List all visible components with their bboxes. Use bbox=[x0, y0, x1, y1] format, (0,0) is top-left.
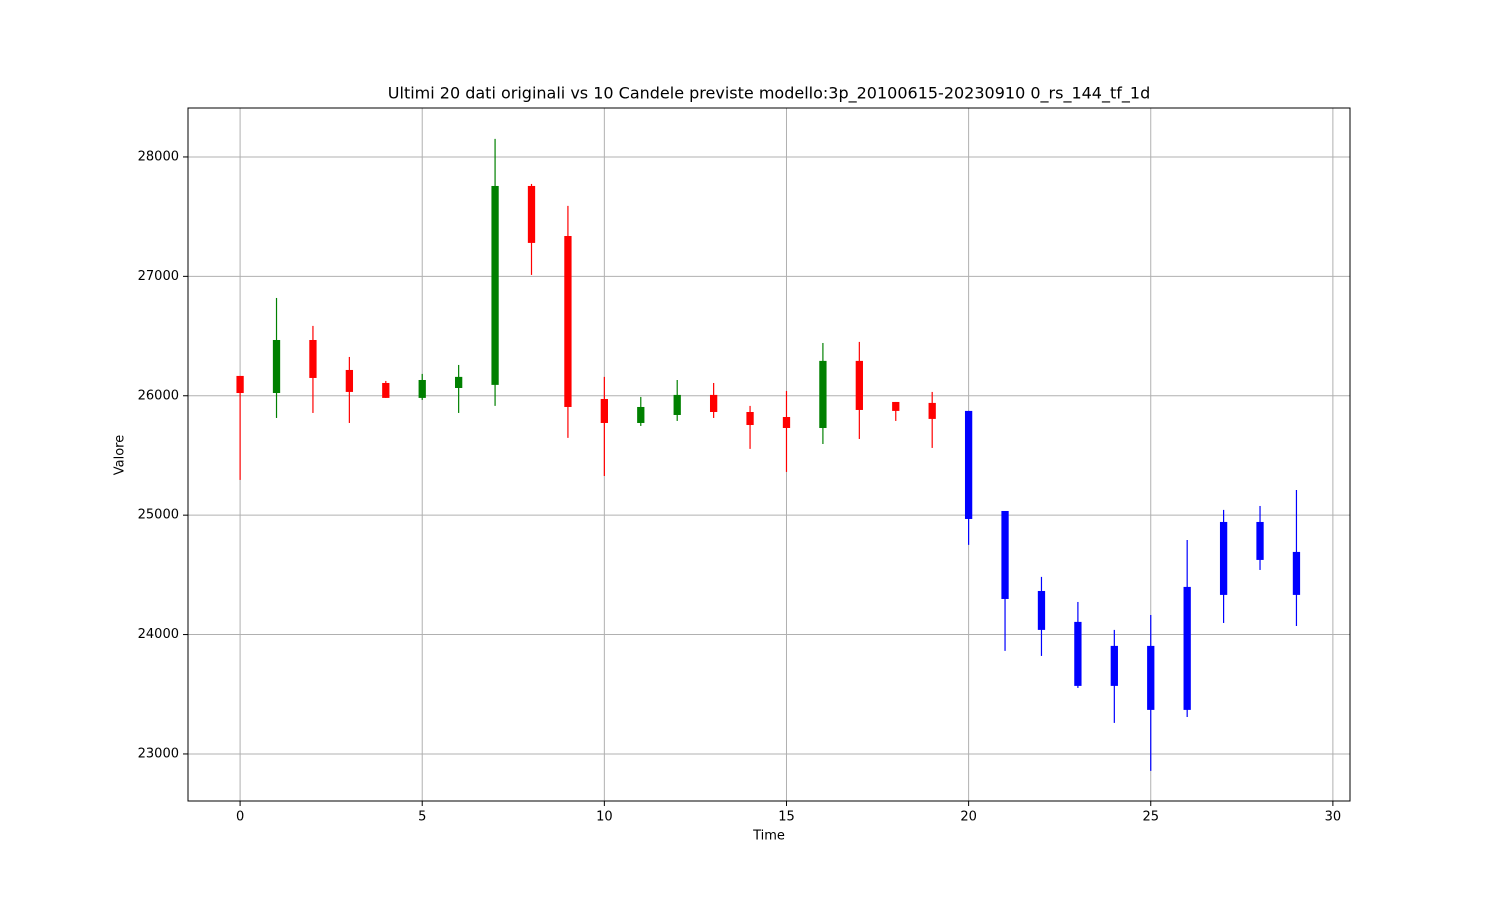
candle-body bbox=[819, 360, 827, 428]
candle-body bbox=[1037, 590, 1046, 630]
candle-body bbox=[855, 360, 863, 410]
candle-body bbox=[309, 339, 317, 378]
y-tick-label: 23000 bbox=[138, 746, 179, 761]
x-tick-label: 30 bbox=[1325, 810, 1342, 825]
candle-body bbox=[491, 185, 499, 385]
candle-body bbox=[1292, 551, 1301, 595]
x-tick-label: 20 bbox=[960, 810, 977, 825]
candle-body bbox=[1074, 621, 1082, 686]
candle-body bbox=[637, 406, 645, 423]
candle-body bbox=[782, 417, 791, 428]
candle-body bbox=[964, 410, 973, 519]
y-tick-label: 27000 bbox=[138, 269, 179, 284]
y-axis-label: Valore bbox=[113, 435, 128, 475]
candle-body bbox=[1147, 645, 1155, 710]
candle-body bbox=[564, 235, 572, 407]
candle-body bbox=[746, 411, 754, 426]
candle-body bbox=[1219, 521, 1228, 595]
candle-body bbox=[418, 379, 426, 398]
candle-body bbox=[1001, 510, 1009, 599]
candle-body bbox=[345, 369, 354, 392]
y-tick-label: 25000 bbox=[138, 508, 179, 523]
candle-body bbox=[673, 394, 681, 415]
candles bbox=[236, 138, 1301, 771]
candle-body bbox=[382, 382, 390, 398]
x-tick-label: 10 bbox=[596, 810, 613, 825]
candle-body bbox=[1183, 586, 1191, 710]
x-tick-label: 0 bbox=[236, 810, 244, 825]
candle-body bbox=[236, 375, 244, 394]
candle-body bbox=[928, 402, 936, 419]
candle-body bbox=[272, 339, 281, 394]
x-tick-label: 25 bbox=[1142, 810, 1159, 825]
candle-body bbox=[527, 185, 536, 243]
y-tick-label: 28000 bbox=[138, 149, 179, 164]
candle-body bbox=[1110, 645, 1118, 686]
candle-body bbox=[1256, 521, 1264, 560]
candle-body bbox=[600, 398, 608, 423]
y-tick-label: 24000 bbox=[138, 627, 179, 642]
x-tick-label: 5 bbox=[418, 810, 426, 825]
x-tick-label: 15 bbox=[778, 810, 795, 825]
y-tick-label: 26000 bbox=[138, 388, 179, 403]
plot-frame bbox=[187, 107, 1351, 802]
candle-body bbox=[455, 376, 463, 388]
x-axis-label: Time bbox=[752, 829, 785, 844]
candle-body bbox=[709, 394, 718, 412]
chart-title: Ultimi 20 dati originali vs 10 Candele p… bbox=[388, 84, 1150, 104]
candle-body bbox=[892, 401, 900, 411]
